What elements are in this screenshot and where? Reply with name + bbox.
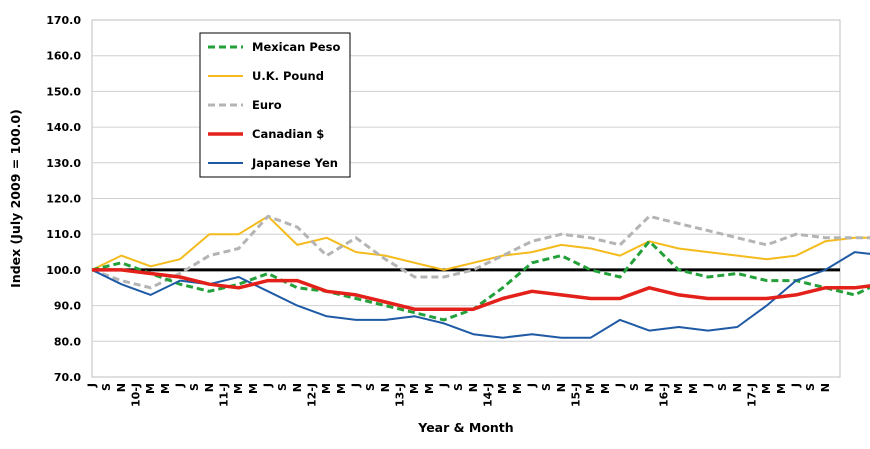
x-tick-label: M [584,383,597,394]
x-tick-label: N [291,383,304,392]
x-tick-label: N [819,383,832,392]
x-tick-label: J [262,383,275,388]
x-axis-title: Year & Month [417,420,513,435]
legend-label: Canadian $ [252,127,324,141]
y-tick-label: 110.0 [46,228,81,241]
x-tick-label: M [408,383,421,394]
series-layer [91,214,870,339]
series-line-mexican-peso [91,239,870,322]
y-tick-label: 70.0 [54,371,81,384]
y-tick-label: 160.0 [46,50,81,63]
x-tick-label: 15-J [570,383,583,407]
x-tick-label: N [467,383,480,392]
x-tick-label: S [188,383,201,391]
y-tick-label: 80.0 [54,335,81,348]
legend-label: Euro [252,98,282,112]
y-tick-label: 90.0 [54,300,81,313]
x-tick-label: M [511,383,524,394]
y-tick-label: 130.0 [46,157,81,170]
x-tick-label: M [496,383,509,394]
x-tick-label: 17-J [746,383,759,407]
x-tick-label: M [687,383,700,394]
y-axis-title: Index (July 2009 = 100.0) [8,109,23,288]
y-tick-label: 120.0 [46,193,81,206]
x-axis-ticks: J S N 10-J M M J S N 11-J M M J S N 12-J M M J S N 13-J M M J S N 1… [86,383,832,407]
series-line-euro [91,214,870,290]
x-tick-label: M [775,383,788,394]
series-line-japanese-yen [91,251,870,339]
x-tick-label: M [672,383,685,394]
x-tick-label: S [100,383,113,391]
x-tick-label: J [350,383,363,388]
y-tick-label: 150.0 [46,85,81,98]
legend-label: Japanese Yen [251,156,338,170]
y-tick-label: 140.0 [46,121,81,134]
x-tick-label: M [247,383,260,394]
x-tick-label: S [452,383,465,391]
x-tick-label: S [716,383,729,391]
x-tick-label: J [526,383,539,388]
x-tick-label: N [379,383,392,392]
y-tick-label: 170.0 [46,14,81,27]
x-tick-label: J [86,383,99,388]
legend: Mexican Peso U.K. Pound Euro Canadian $ Japa… [199,32,351,178]
x-tick-label: M [423,383,436,394]
x-tick-label: N [555,383,568,392]
y-axis-ticks: 70.0 80.0 90.0 100.0 110.0 120.0 130.0 140.0 150… [46,14,81,384]
x-tick-label: J [702,383,715,388]
x-tick-label: S [804,383,817,391]
x-tick-label: 16-J [658,383,671,407]
x-tick-label: N [115,383,128,392]
x-tick-label: J [614,383,627,388]
x-tick-label: M [760,383,773,394]
x-tick-label: 14-J [482,383,495,407]
x-tick-label: 11-J [218,383,231,407]
series-line-canadian [92,268,870,311]
x-tick-label: S [540,383,553,391]
x-tick-label: 10-J [130,383,143,407]
x-tick-label: S [276,383,289,391]
x-tick-label: N [643,383,656,392]
x-tick-label: M [144,383,157,394]
x-tick-label: J [438,383,451,388]
x-tick-label: 12-J [306,383,319,407]
x-tick-label: M [159,383,172,394]
x-tick-label: N [203,383,216,392]
x-tick-label: J [790,383,803,388]
legend-label: Mexican Peso [252,40,340,54]
x-tick-label: M [599,383,612,394]
legend-label: U.K. Pound [252,69,324,83]
x-tick-label: S [364,383,377,391]
x-tick-label: N [731,383,744,392]
x-tick-label: M [232,383,245,394]
x-tick-label: S [628,383,641,391]
x-tick-label: J [174,383,187,388]
x-tick-label: 13-J [394,383,407,407]
x-tick-label: M [335,383,348,394]
y-tick-label: 100.0 [46,264,81,277]
x-tick-label: M [320,383,333,394]
